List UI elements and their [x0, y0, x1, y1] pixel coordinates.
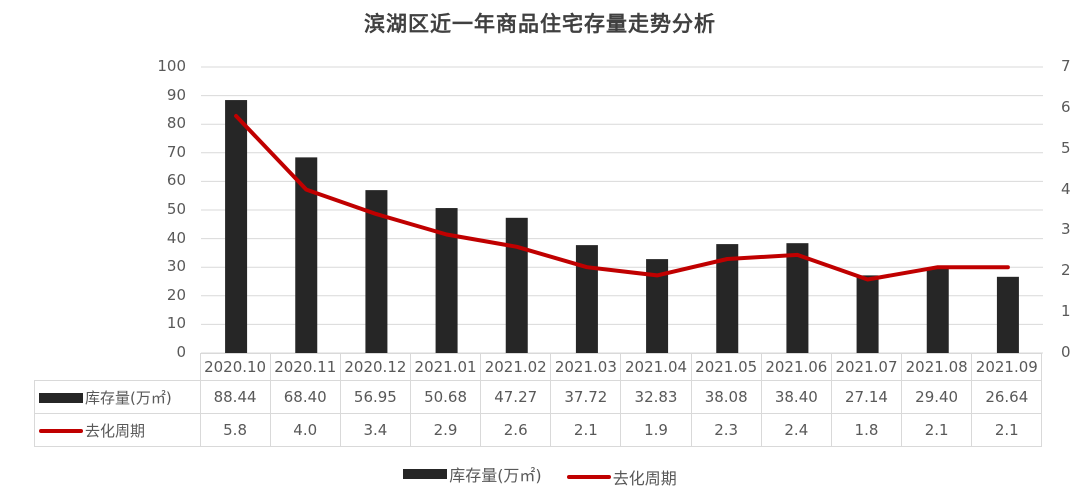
inventory-bar	[435, 208, 458, 353]
inventory-value-cell: 38.40	[760, 380, 832, 414]
data-table-header-row: 2020.10 2020.11 2020.12 2021.01 2021.02 2021.…	[34, 353, 1043, 381]
cycle-value-cell: 4.0	[269, 413, 341, 447]
cycle-value-cell: 2.3	[690, 413, 762, 447]
inventory-bar	[365, 190, 388, 353]
category-label: 2021.03	[550, 353, 622, 381]
chart-legend: 库存量(万㎡) 去化周期	[0, 462, 1080, 489]
cycle-line	[234, 114, 1010, 282]
inventory-bar	[786, 243, 809, 353]
cycle-value-cell: 2.9	[409, 413, 482, 447]
right-axis-tick-label: 7	[1061, 57, 1071, 75]
row-label-cycle: 去化周期	[34, 413, 201, 447]
right-axis-tick-label: 1	[1061, 302, 1071, 321]
inventory-value-cell: 37.72	[550, 380, 622, 414]
left-axis-tick-label: 70	[166, 142, 186, 161]
inventory-value-cell: 26.64	[971, 380, 1043, 414]
cycle-value-cell: 3.4	[339, 413, 411, 447]
left-axis-tick-label: 90	[166, 85, 186, 104]
line-legend-key-icon	[39, 429, 83, 433]
cycle-value-cell: 2.6	[480, 413, 552, 447]
left-axis-tick-label: 100	[157, 57, 186, 75]
inventory-bar	[225, 100, 248, 353]
cycle-value-cell: 1.8	[830, 413, 903, 447]
left-axis-tick-label: 20	[166, 285, 186, 304]
left-axis-tick-label: 50	[166, 200, 186, 218]
left-axis-tick-label: 80	[166, 114, 186, 133]
left-axis-tick-label: 30	[166, 257, 186, 276]
right-axis-tick-label: 3	[1061, 220, 1071, 239]
inventory-value-cell: 27.14	[830, 380, 903, 414]
inventory-value-cell: 88.44	[199, 380, 271, 414]
inventory-value-cell: 32.83	[620, 380, 692, 414]
right-axis-tick-label: 4	[1061, 179, 1071, 198]
inventory-bar	[926, 268, 949, 353]
data-table: 2020.10 2020.11 2020.12 2021.01 2021.02 2021.…	[34, 353, 1043, 447]
category-label: 2021.07	[830, 353, 903, 381]
cycle-value-cell: 2.4	[760, 413, 832, 447]
right-axis-tick-label: 6	[1061, 97, 1071, 116]
legend-item-inventory[interactable]: 库存量(万㎡)	[403, 462, 542, 486]
inventory-bar	[505, 217, 528, 353]
inventory-bar	[856, 275, 879, 353]
left-axis-tick-label: 0	[176, 343, 186, 361]
category-label: 2021.01	[409, 353, 482, 381]
legend-item-cycle[interactable]: 去化周期	[566, 465, 677, 489]
inventory-bar	[646, 259, 669, 353]
category-label: 2021.04	[620, 353, 692, 381]
category-label: 2021.05	[690, 353, 762, 381]
right-axis-tick-label: 5	[1061, 138, 1071, 157]
left-axis-tick-label: 40	[166, 228, 186, 247]
inventory-value-cell: 50.68	[409, 380, 482, 414]
cycle-value-cell: 2.1	[901, 413, 973, 447]
category-label: 2020.11	[269, 353, 341, 381]
inventory-value-cell: 47.27	[480, 380, 552, 414]
right-axis-tick-label: 0	[1061, 343, 1071, 361]
data-table-row-inventory: 库存量(万㎡) 88.44 68.40 56.95 50.68 47.27 37.72 32…	[34, 380, 1043, 414]
inventory-value-cell: 29.40	[901, 380, 973, 414]
data-table-row-cycle: 去化周期 5.8 4.0 3.4 2.9 2.6 2.1 1.9 2.3 2.4 1.8 2.1 2.…	[34, 413, 1043, 447]
right-axis-tick-label: 2	[1061, 261, 1071, 280]
inventory-bar	[295, 157, 318, 353]
category-label: 2020.10	[199, 353, 271, 381]
inventory-value-cell: 38.08	[690, 380, 762, 414]
chart-title: 滨湖区近一年商品住宅存量走势分析	[364, 12, 716, 36]
category-label: 2021.09	[971, 353, 1043, 381]
left-axis-tick-label: 10	[166, 314, 186, 333]
category-label: 2021.06	[760, 353, 832, 381]
inventory-value-cell: 56.95	[339, 380, 411, 414]
inventory-bar	[996, 276, 1019, 353]
bar-legend-swatch-icon	[403, 469, 448, 479]
cycle-value-cell: 2.1	[550, 413, 622, 447]
cycle-value-cell: 5.8	[199, 413, 271, 447]
category-label: 2021.02	[480, 353, 552, 381]
line-legend-swatch-icon	[566, 475, 611, 479]
cycle-value-cell: 2.1	[971, 413, 1043, 447]
cycle-value-cell: 1.9	[620, 413, 692, 447]
left-axis-tick-label: 60	[166, 171, 186, 190]
inventory-value-cell: 68.40	[269, 380, 341, 414]
category-label: 2021.08	[901, 353, 973, 381]
inventory-bar	[716, 244, 739, 353]
inventory-bar	[575, 245, 598, 353]
row-label-inventory: 库存量(万㎡)	[34, 380, 201, 414]
bar-legend-key-icon	[39, 393, 83, 403]
category-label: 2020.12	[339, 353, 411, 381]
